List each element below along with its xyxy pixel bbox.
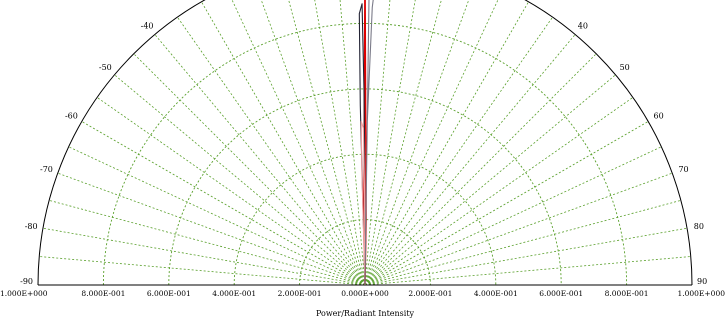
grid-spoke	[364, 199, 681, 286]
angle-label-layer: -90-80-70-60-50-40-30-20-100102030405060…	[20, 21, 707, 286]
radial-tick-label: 6.000E-001	[147, 289, 191, 298]
radial-tick-label: 4.000E-001	[212, 289, 256, 298]
grid-spoke	[231, 0, 366, 286]
grid-spoke	[201, 1, 366, 286]
angle-tick-label: 90	[697, 277, 707, 286]
grid-spoke	[364, 97, 634, 286]
angle-tick-label: -40	[141, 21, 154, 30]
radial-tick-label: 0.000E+000	[341, 289, 389, 298]
angle-tick-label: 70	[678, 165, 688, 174]
grid-spoke	[364, 256, 691, 286]
angle-tick-label: 60	[653, 112, 663, 121]
grid-spoke	[49, 199, 366, 286]
grid-spoke	[81, 121, 366, 286]
angle-tick-label: -70	[40, 165, 53, 174]
angle-tick-label: -80	[25, 222, 38, 231]
radial-tick-label: 2.000E-001	[278, 289, 322, 298]
grid-spoke	[364, 121, 649, 286]
grid-spoke	[364, 1, 529, 286]
x-axis-title: Power/Radiant Intensity	[316, 309, 415, 318]
grid-spoke	[288, 0, 366, 286]
radial-tick-label: 1.000E+000	[677, 289, 725, 298]
series-layer	[358, 0, 374, 286]
grid-spoke	[364, 34, 576, 286]
grid-spoke	[364, 53, 597, 286]
grid-spoke	[364, 0, 442, 286]
grid-spoke	[364, 0, 416, 286]
grid-spoke	[177, 16, 366, 286]
angle-tick-label: 50	[620, 63, 630, 72]
radial-tick-label: 2.000E-001	[408, 289, 452, 298]
radial-tick-label: 8.000E-001	[605, 289, 649, 298]
radial-tick-label: 4.000E-001	[474, 289, 518, 298]
grid-spoke	[364, 16, 553, 286]
angle-tick-label: -90	[20, 277, 33, 286]
grid-spoke	[57, 172, 366, 286]
grid-spoke	[364, 0, 391, 286]
tick-label-layer: 1.000E+000 8.000E-001 6.000E-001 4.000E-001…	[0, 289, 725, 298]
radial-tick-label: 8.000E-001	[81, 289, 125, 298]
radial-tick-label: 1.000E+000	[0, 289, 48, 298]
grid-spoke	[364, 0, 499, 286]
grid-spoke	[314, 0, 366, 286]
series-line-2	[360, 120, 366, 286]
series-line-1	[358, 3, 366, 286]
angle-tick-label: -60	[65, 112, 78, 121]
grid-circle	[168, 88, 562, 286]
series-line-3	[364, 0, 374, 286]
grid-spoke	[364, 0, 470, 286]
angle-tick-label: -50	[99, 63, 112, 72]
radial-tick-label: 6.000E-001	[539, 289, 583, 298]
grid-spoke	[364, 227, 688, 286]
grid-spoke	[68, 146, 366, 286]
grid-spoke	[133, 53, 366, 286]
grid-spoke	[114, 74, 366, 286]
grid-spoke	[96, 97, 366, 286]
grid-spoke	[364, 146, 662, 286]
grid-spoke	[154, 34, 366, 286]
grid-spoke	[339, 0, 366, 286]
grid-spoke	[260, 0, 366, 286]
grid-spoke	[364, 74, 616, 286]
grid-spoke	[39, 256, 366, 286]
angle-tick-label: 40	[578, 21, 588, 30]
grid-circle	[102, 23, 628, 286]
grid-spoke	[364, 172, 673, 286]
grid-spoke	[42, 227, 366, 286]
grid-circle	[299, 219, 431, 286]
outer-arc	[37, 0, 693, 286]
angle-tick-label: 80	[694, 222, 704, 231]
